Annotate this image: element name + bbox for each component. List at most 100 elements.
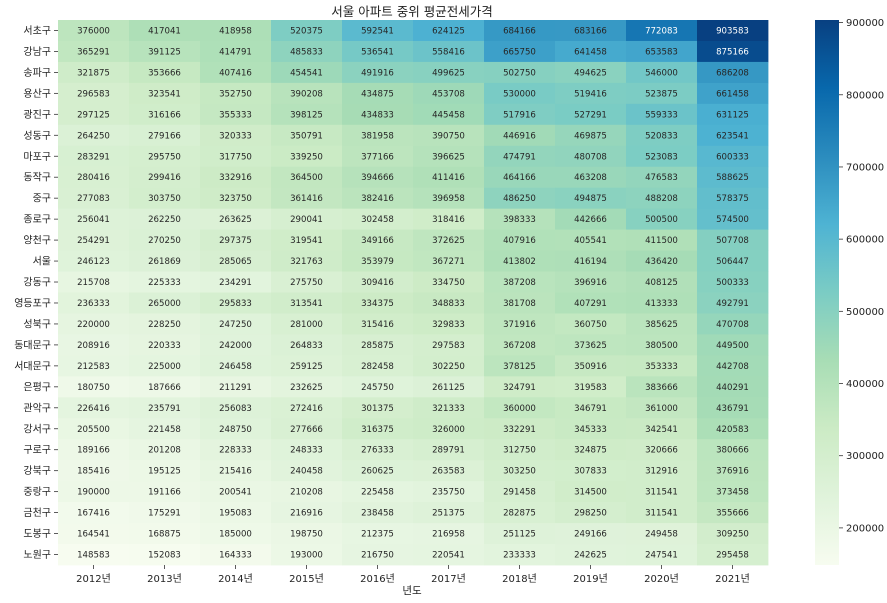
- cell-value-label: 523083: [645, 152, 678, 162]
- heatmap-cell: [342, 292, 414, 314]
- heatmap-cell: [200, 187, 272, 210]
- heatmap-cell: [697, 313, 769, 335]
- cell-value-label: 442666: [574, 215, 607, 225]
- cell-value-label: 280416: [77, 173, 110, 183]
- heatmap-cell: [271, 376, 343, 398]
- cell-value-label: 407416: [219, 68, 252, 78]
- cell-value-label: 684166: [503, 26, 536, 36]
- row-label: 노원구: [23, 549, 51, 561]
- heatmap-cell: [484, 334, 556, 356]
- cell-value-label: 360000: [503, 404, 536, 414]
- cell-value-label: 434833: [361, 110, 394, 120]
- heatmap-cell: [271, 187, 343, 210]
- heatmap-cell: [626, 397, 698, 419]
- heatmap-cell: [129, 523, 201, 545]
- cell-value-label: 381708: [503, 299, 536, 309]
- heatmap-cell: [342, 208, 414, 231]
- heatmap-cell: [626, 313, 698, 335]
- column-label: 2020년: [644, 573, 679, 585]
- cell-value-label: 211291: [219, 383, 252, 393]
- heatmap-cell: [697, 82, 769, 105]
- heatmap-cell: [129, 20, 201, 42]
- cell-value-label: 212583: [77, 362, 110, 372]
- row-label: 성동구: [23, 130, 51, 142]
- heatmap-cell: [271, 355, 343, 377]
- cell-value-label: 373625: [574, 341, 607, 351]
- heatmap-cell: [626, 355, 698, 377]
- heatmap-cell: [271, 334, 343, 356]
- cell-value-label: 360750: [574, 320, 607, 330]
- cell-value-label: 387208: [503, 278, 536, 288]
- heatmap-cell: [413, 376, 485, 398]
- heatmap-cell: [555, 523, 627, 545]
- cell-value-label: 396958: [432, 194, 465, 204]
- cell-value-label: 201208: [148, 446, 181, 456]
- cell-value-label: 500333: [716, 278, 749, 288]
- cell-value-label: 434875: [361, 89, 394, 99]
- cell-value-label: 440291: [716, 383, 749, 393]
- cell-value-label: 281000: [290, 320, 323, 330]
- cell-value-label: 492791: [716, 299, 749, 309]
- heatmap-cell: [484, 166, 556, 189]
- heatmap-cell: [271, 439, 343, 461]
- heatmap-cell: [342, 82, 414, 105]
- heatmap-cell: [484, 20, 556, 42]
- heatmap-cell: [271, 502, 343, 524]
- heatmap-cell: [413, 439, 485, 461]
- cell-value-label: 772083: [645, 26, 678, 36]
- heatmap-cell: [484, 439, 556, 461]
- cell-value-label: 148583: [77, 551, 110, 561]
- heatmap-cell: [484, 187, 556, 210]
- heatmap-cell: [271, 145, 343, 168]
- heatmap-cell: [271, 481, 343, 503]
- cell-value-label: 309250: [716, 530, 749, 540]
- cell-value-label: 398333: [503, 215, 536, 225]
- column-label: 2015년: [289, 573, 324, 585]
- heatmap-cell: [413, 334, 485, 356]
- cell-value-label: 212375: [361, 530, 394, 540]
- heatmap-cell: [200, 502, 272, 524]
- heatmap-cell: [626, 20, 698, 42]
- cell-value-label: 334375: [361, 299, 394, 309]
- heatmap-cell: [342, 334, 414, 356]
- heatmap-cell: [129, 544, 201, 566]
- column-label: 2021년: [715, 573, 750, 585]
- row-label: 중랑구: [23, 486, 51, 498]
- cell-value-label: 334750: [432, 278, 465, 288]
- heatmap-cell: [129, 82, 201, 105]
- cell-value-label: 376000: [77, 26, 110, 36]
- heatmap-cell: [413, 523, 485, 545]
- heatmap-cell: [697, 439, 769, 461]
- heatmap-cell: [697, 502, 769, 524]
- cell-value-label: 261125: [432, 383, 465, 393]
- heatmap-cell: [58, 61, 130, 84]
- heatmap-cell: [626, 481, 698, 503]
- heatmap-cell: [626, 334, 698, 356]
- cell-value-label: 175291: [148, 509, 181, 519]
- heatmap-cell: [200, 103, 272, 126]
- cell-value-label: 313541: [290, 299, 323, 309]
- row-label: 금천구: [23, 507, 51, 519]
- cell-value-label: 303250: [503, 467, 536, 477]
- cell-value-label: 686208: [716, 68, 749, 78]
- heatmap-cell: [200, 61, 272, 84]
- heatmap-cell: [555, 40, 627, 63]
- cell-value-label: 405541: [574, 236, 607, 246]
- cell-value-label: 195083: [219, 509, 252, 519]
- cell-value-label: 486250: [503, 194, 536, 204]
- heatmap-cell: [484, 145, 556, 168]
- heatmap-cell: [413, 250, 485, 272]
- heatmap-cell: [129, 229, 201, 251]
- heatmap-cell: [626, 460, 698, 482]
- heatmap-cell: [200, 145, 272, 168]
- heatmap-cell: [697, 544, 769, 566]
- cell-value-label: 332291: [503, 425, 536, 435]
- cell-value-label: 264833: [290, 341, 323, 351]
- heatmap-cell: [555, 187, 627, 210]
- heatmap-cell: [555, 334, 627, 356]
- cell-value-label: 225333: [148, 278, 181, 288]
- cell-value-label: 248333: [290, 446, 323, 456]
- cell-value-label: 558416: [432, 47, 465, 57]
- heatmap-cell: [58, 481, 130, 503]
